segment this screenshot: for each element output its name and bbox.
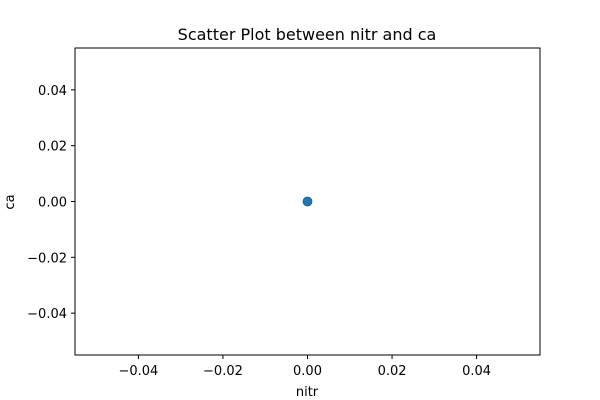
y-tick-label: 0.02 <box>38 140 67 155</box>
y-tick-label: 0.04 <box>38 84 67 99</box>
chart-title: Scatter Plot between nitr and ca <box>178 25 437 44</box>
x-tick-label: −0.02 <box>203 364 243 379</box>
y-tick-label: −0.04 <box>27 307 67 322</box>
y-axis-label: ca <box>3 194 18 209</box>
x-tick-label: 0.00 <box>293 364 322 379</box>
y-tick-label: 0.00 <box>38 196 67 211</box>
y-axis: −0.04 −0.02 0.00 0.02 0.04 <box>27 84 75 322</box>
x-axis-label: nitr <box>296 385 319 400</box>
data-points <box>302 196 313 207</box>
x-tick-label: 0.04 <box>462 364 491 379</box>
x-tick-label: −0.04 <box>118 364 158 379</box>
data-point <box>302 196 313 207</box>
x-axis: −0.04 −0.02 0.00 0.02 0.04 <box>118 355 491 379</box>
x-tick-label: 0.02 <box>378 364 407 379</box>
y-tick-label: −0.02 <box>27 251 67 266</box>
